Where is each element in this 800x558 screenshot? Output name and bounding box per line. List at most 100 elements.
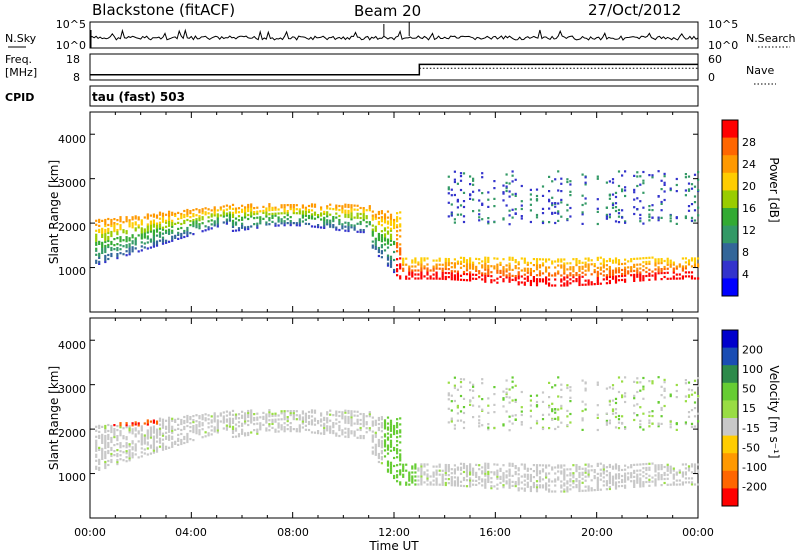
velocity-cell [496, 487, 499, 490]
power-cell [435, 259, 438, 262]
power-cell [569, 266, 572, 269]
velocity-cell [298, 416, 301, 419]
velocity-cell [459, 378, 463, 381]
velocity-cell [134, 421, 137, 424]
power-cell [435, 277, 438, 280]
power-cell [469, 263, 472, 266]
power-cell [122, 229, 125, 232]
power-cell [572, 268, 575, 271]
velocity-cell [116, 455, 119, 458]
power-cell [271, 212, 274, 215]
velocity-cell [95, 459, 98, 462]
velocity-cell [575, 484, 578, 487]
power-cell [548, 282, 551, 285]
power-cell [639, 267, 642, 270]
power-cell [274, 208, 277, 211]
power-cell [557, 212, 560, 215]
power-cell [250, 207, 253, 210]
power-cell [684, 257, 687, 260]
power-cell [125, 246, 128, 249]
power-cell [529, 271, 532, 275]
power-cell [383, 237, 387, 240]
power-cell [572, 258, 575, 261]
power-colorbar-swatch [722, 190, 738, 209]
power-cell [95, 243, 98, 246]
velocity-cell [541, 400, 545, 403]
power-cell [672, 269, 675, 272]
velocity-cell [429, 483, 432, 486]
power-cell [636, 208, 639, 211]
velocity-cell [523, 475, 526, 478]
power-cell [517, 281, 520, 284]
velocity-cell [104, 438, 107, 442]
velocity-cell [213, 430, 216, 433]
velocity-cell [590, 465, 593, 468]
power-cell [244, 216, 247, 219]
power-cell [502, 274, 505, 277]
power-cell [581, 173, 584, 176]
velocity-cell [186, 424, 189, 428]
velocity-cell [541, 413, 545, 416]
velocity-cell [137, 440, 140, 443]
velocity-cell [95, 453, 98, 456]
velocity-cell [554, 417, 557, 420]
velocity-cell [213, 418, 216, 421]
velocity-cell [335, 412, 338, 415]
velocity-cell [265, 421, 268, 424]
velocity-cell [134, 447, 137, 450]
velocity-cell [374, 435, 377, 438]
velocity-cell [441, 469, 444, 472]
power-cell [678, 277, 681, 280]
velocity-cell [110, 458, 113, 462]
velocity-cell [371, 416, 374, 419]
velocity-cell [253, 413, 256, 416]
velocity-cell [514, 465, 517, 468]
power-cell [505, 173, 508, 176]
power-cell [414, 273, 417, 276]
velocity-cell [310, 419, 314, 422]
power-cell [362, 211, 365, 214]
velocity-cell [280, 410, 283, 413]
velocity-cell [347, 415, 350, 419]
power-cell [377, 238, 380, 242]
velocity-cell [362, 415, 365, 418]
velocity-cell [551, 408, 554, 411]
velocity-cell [131, 428, 134, 431]
velocity-cell [165, 445, 168, 448]
power-cell [177, 231, 180, 234]
velocity-cell [155, 420, 159, 423]
power-cell [399, 225, 402, 228]
power-cell [377, 254, 380, 258]
velocity-cell [472, 385, 475, 388]
velocity-cell [101, 451, 104, 454]
velocity-cell [143, 440, 146, 443]
freq-trace [90, 63, 698, 76]
power-cell [414, 259, 417, 262]
power-cell [304, 206, 307, 209]
nsky-line [89, 28, 699, 41]
velocity-cell [514, 400, 517, 403]
power-cell [608, 271, 611, 275]
velocity-cell [244, 416, 247, 419]
power-cell [368, 223, 371, 226]
power-cell [517, 271, 520, 274]
power-cell [660, 188, 663, 191]
power-cell [621, 174, 624, 177]
power-cell [578, 261, 581, 265]
velocity-cell [110, 430, 113, 434]
power-cell [563, 270, 566, 273]
velocity-cell [289, 414, 292, 417]
power-cell [657, 270, 660, 273]
power-cell [414, 257, 417, 260]
velocity-cell [627, 476, 630, 479]
xlabel: Time UT [368, 539, 419, 553]
velocity-cell [107, 451, 110, 455]
power-cell [572, 266, 575, 269]
power-cell [505, 189, 508, 193]
nsearch-tick-top: 10^5 [708, 18, 738, 31]
velocity-cell [456, 482, 459, 485]
power-cell [429, 269, 432, 272]
power-cell [180, 214, 183, 218]
power-cell [289, 204, 292, 207]
power-cell [511, 268, 514, 271]
